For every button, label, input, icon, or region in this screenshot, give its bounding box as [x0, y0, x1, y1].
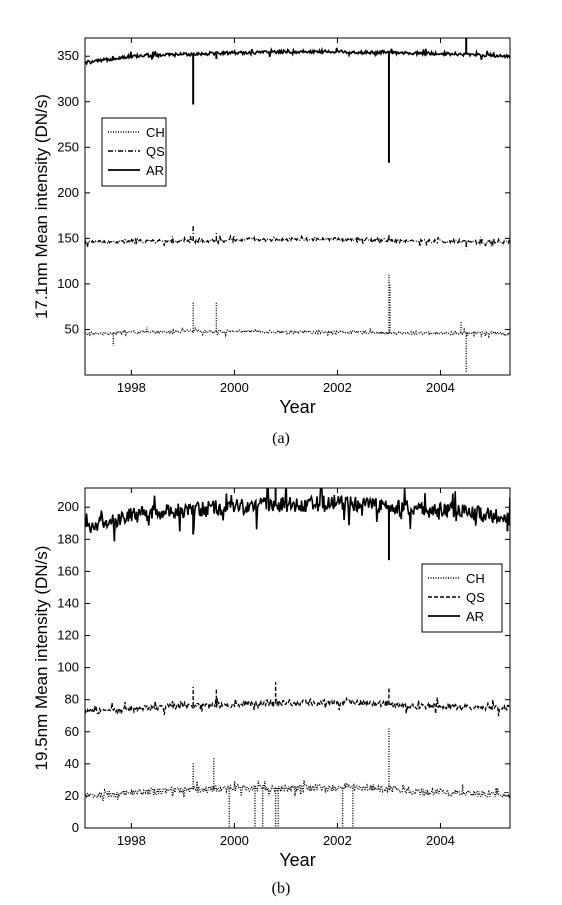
y-tick-label: 300	[57, 94, 79, 109]
x-tick-label: 2000	[220, 380, 249, 395]
y-tick-label: 120	[57, 628, 79, 643]
y-tick-label: 80	[65, 692, 79, 707]
series-CH	[85, 272, 510, 374]
series-line-QS	[85, 234, 510, 248]
series-QS	[85, 224, 510, 250]
y-tick-label: 140	[57, 595, 79, 610]
x-tick-label: 2000	[220, 833, 249, 848]
series-line-QS	[85, 696, 510, 717]
x-tick-label: 1998	[117, 380, 146, 395]
y-tick-label: 180	[57, 531, 79, 546]
series-QS	[85, 682, 510, 717]
x-axis-label: Year	[279, 397, 315, 417]
series-AR	[85, 488, 510, 561]
panel-caption-b: (b)	[271, 880, 291, 897]
panel-caption-a: (a)	[272, 430, 290, 447]
x-tick-label: 2004	[426, 833, 455, 848]
y-tick-label: 40	[65, 756, 79, 771]
series-line-AR	[85, 46, 510, 66]
x-tick-label: 2004	[426, 380, 455, 395]
chart-panel-a: 50 100 150 200 250 300 350 1998 2000 2002 2004 Year…	[32, 37, 511, 417]
series-AR	[85, 38, 510, 163]
y-tick-label: 250	[57, 139, 79, 154]
legend-label-AR: AR	[146, 163, 164, 178]
legend-label-AR: AR	[466, 609, 484, 624]
y-tick-label: 350	[57, 48, 79, 63]
x-tick-label: 1998	[117, 833, 146, 848]
y-tick-label: 0	[72, 820, 79, 835]
y-tick-label: 200	[57, 499, 79, 514]
y-axis-label: 19.5nm Mean intensity (DN/s)	[32, 546, 51, 771]
series-line-CH	[85, 325, 510, 339]
legend-box	[101, 117, 167, 187]
y-tick-label: 150	[57, 230, 79, 245]
x-axis-label: Year	[279, 850, 315, 870]
series-CH	[85, 726, 510, 828]
chart-panel-b: 0 20 40 60 80 100 120 140 160 180 200 1998 2000 2002 2…	[32, 487, 511, 870]
legend-label-QS: QS	[146, 144, 165, 159]
y-tick-label: 200	[57, 185, 79, 200]
legend-box	[421, 563, 503, 633]
x-tick-label: 2002	[323, 380, 352, 395]
y-tick-label: 160	[57, 563, 79, 578]
series-line-AR	[85, 488, 510, 542]
series-line-CH	[85, 780, 510, 802]
y-tick-label: 20	[65, 788, 79, 803]
y-axis-label: 17.1nm Mean intensity (DN/s)	[32, 94, 51, 319]
legend-label-QS: QS	[466, 590, 485, 605]
legend-label-CH: CH	[466, 571, 485, 586]
y-tick-label: 50	[65, 321, 79, 336]
plot-frame	[84, 487, 511, 829]
x-tick-label: 2002	[323, 833, 352, 848]
plot-frame	[84, 37, 511, 376]
y-tick-label: 100	[57, 660, 79, 675]
y-tick-label: 100	[57, 276, 79, 291]
legend-label-CH: CH	[146, 125, 165, 140]
y-tick-label: 60	[65, 724, 79, 739]
